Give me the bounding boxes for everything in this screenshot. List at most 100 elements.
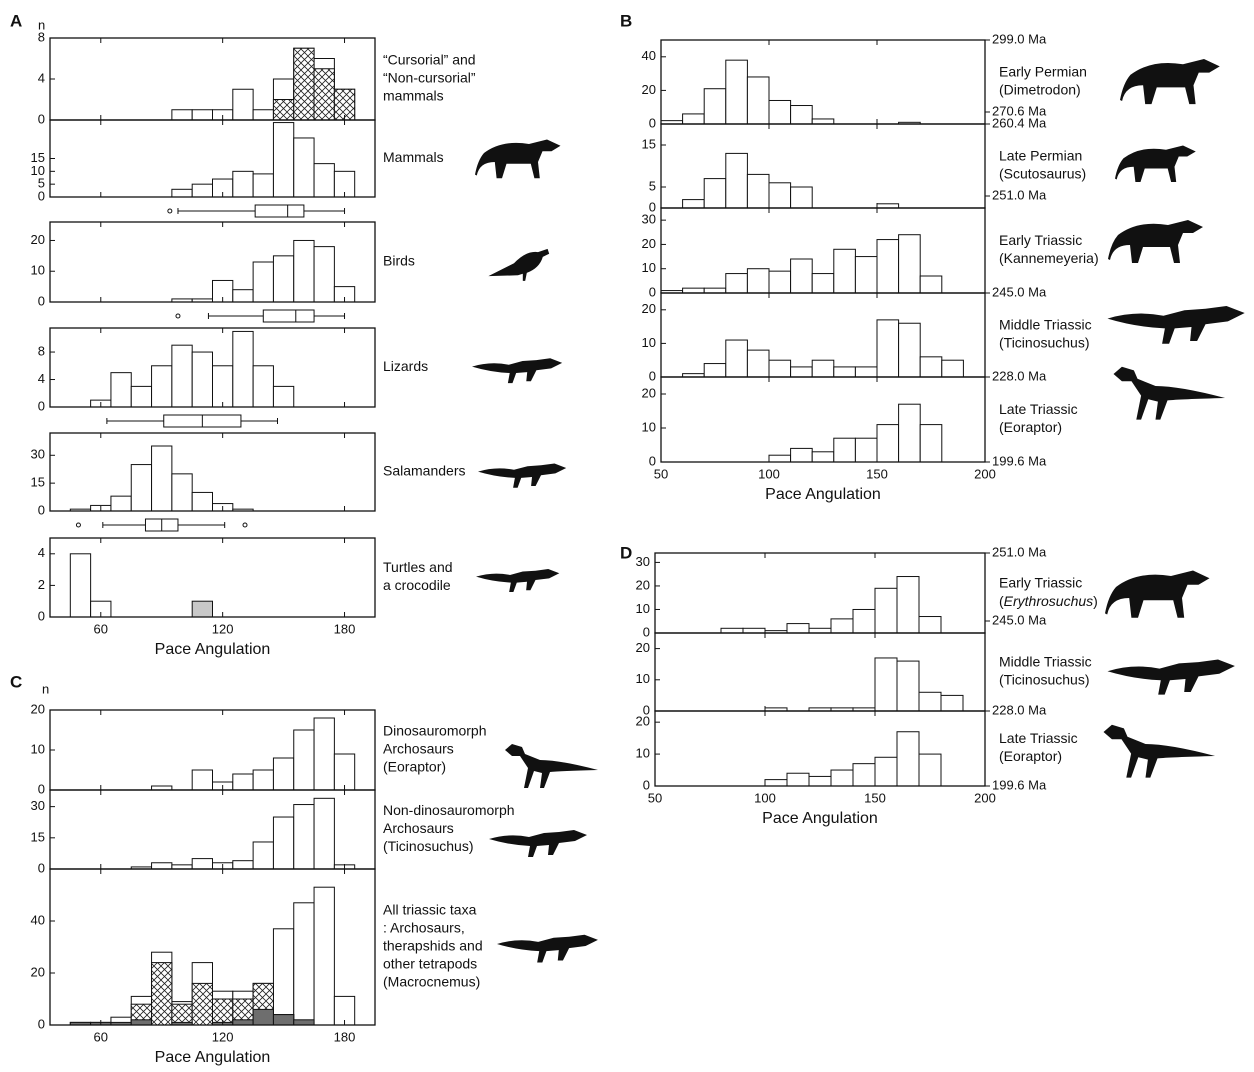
bar	[786, 623, 810, 634]
subplot-label: Middle Triassic	[999, 654, 1092, 670]
bar	[252, 841, 274, 870]
subplot-label: All triassic taxa	[383, 902, 477, 918]
subplot-label: Non-dinosauromorph	[383, 802, 515, 818]
bar	[191, 351, 213, 408]
plot-frame	[654, 710, 986, 787]
x-tick-label: 50	[654, 466, 668, 481]
x-tick-label: 150	[864, 790, 886, 805]
y-tick-label: 10	[31, 163, 45, 178]
bar	[232, 289, 254, 303]
bar	[313, 717, 335, 791]
subplot-label: (Eoraptor)	[999, 419, 1062, 435]
bar	[854, 366, 878, 378]
y-tick-label: 8	[38, 29, 45, 44]
bar	[898, 234, 921, 294]
bar	[919, 275, 943, 294]
bar	[333, 753, 356, 791]
bar	[768, 270, 792, 294]
bar	[313, 246, 335, 303]
subplot-label: therapshids and	[383, 938, 483, 954]
bar	[252, 365, 274, 408]
y-tick-label: 0	[38, 111, 45, 126]
bar	[896, 731, 920, 787]
box-outlier	[175, 313, 181, 319]
y-tick-label: 20	[636, 577, 650, 592]
bar	[232, 330, 254, 408]
box	[254, 204, 305, 218]
age-label: 270.6 Ma	[992, 103, 1047, 118]
x-tick-label: 150	[866, 466, 888, 481]
y-tick-label: 10	[642, 419, 656, 434]
plot-frame	[49, 537, 376, 618]
macrocnemus-silhouette	[497, 934, 598, 963]
x-axis-label: Pace Angulation	[765, 486, 881, 503]
y-tick-label: 15	[31, 829, 45, 844]
panel-letter: A	[10, 11, 22, 30]
bar	[918, 753, 942, 787]
plot-frame	[49, 432, 376, 512]
y-tick-label: 5	[38, 176, 45, 191]
y-tick-label: 20	[642, 385, 656, 400]
subplot-label: : Archosaurs,	[383, 920, 465, 936]
y-tick-label: 15	[31, 475, 45, 490]
age-label: 199.6 Ma	[992, 453, 1047, 468]
eoraptor-silhouette	[505, 744, 598, 788]
y-tick-label: 0	[649, 453, 656, 468]
y-tick-label: 0	[38, 398, 45, 413]
bar	[191, 982, 213, 1026]
y-tick-label: 0	[643, 702, 650, 717]
bar	[703, 363, 727, 378]
bar	[811, 273, 835, 294]
bar	[854, 437, 878, 463]
subplot-label: Early Triassic	[999, 232, 1082, 248]
y-tick-label: 0	[38, 188, 45, 203]
subplot-label: other tetrapods	[383, 956, 477, 972]
bar	[682, 287, 705, 294]
label-part: (	[999, 593, 1004, 609]
bar	[720, 627, 744, 634]
kannemeyeria-silhouette	[1108, 220, 1203, 263]
y-tick-label: 0	[38, 781, 45, 796]
subplot-label: (Erythrosuchus)	[999, 593, 1098, 609]
bar	[151, 862, 173, 870]
bar	[293, 804, 315, 870]
bar	[272, 122, 295, 198]
ticinosuchus-silhouette	[489, 830, 587, 857]
y-tick-label: 40	[642, 48, 656, 63]
bar	[768, 454, 792, 463]
subplot-label: (Ticinosuchus)	[383, 838, 474, 854]
y-tick-label: 15	[31, 150, 45, 165]
y-tick-label: 20	[31, 701, 45, 716]
subplot-label: (Dimetrodon)	[999, 82, 1081, 98]
bar	[790, 186, 813, 209]
age-label: 228.0 Ma	[992, 702, 1047, 717]
bar	[293, 1019, 315, 1026]
y-tick-label: 0	[649, 284, 656, 299]
subplot-label: Early Permian	[999, 64, 1087, 80]
y-tick-label: 20	[642, 236, 656, 251]
subplot-label: (Eoraptor)	[999, 748, 1062, 764]
bar	[110, 495, 132, 512]
y-tick-label: 20	[642, 82, 656, 97]
bar	[808, 775, 832, 787]
y-tick-label: 20	[31, 232, 45, 247]
bar	[293, 239, 315, 303]
y-tick-label: 8	[38, 343, 45, 358]
y-tick-label: 10	[642, 260, 656, 275]
bar	[876, 319, 900, 378]
x-tick-label: 200	[974, 466, 996, 481]
age-label: 199.6 Ma	[992, 777, 1047, 792]
bar	[293, 47, 315, 121]
bar	[151, 365, 173, 408]
y-tick-label: 10	[636, 671, 650, 686]
subplot-label: Archosaurs	[383, 741, 454, 757]
age-label: 228.0 Ma	[992, 368, 1047, 383]
box	[262, 309, 315, 323]
bar	[171, 344, 193, 408]
bar	[252, 1008, 274, 1026]
box-outlier	[167, 208, 173, 214]
x-axis-label: Pace Angulation	[155, 1049, 271, 1066]
bar	[896, 660, 920, 712]
bar	[232, 170, 254, 198]
